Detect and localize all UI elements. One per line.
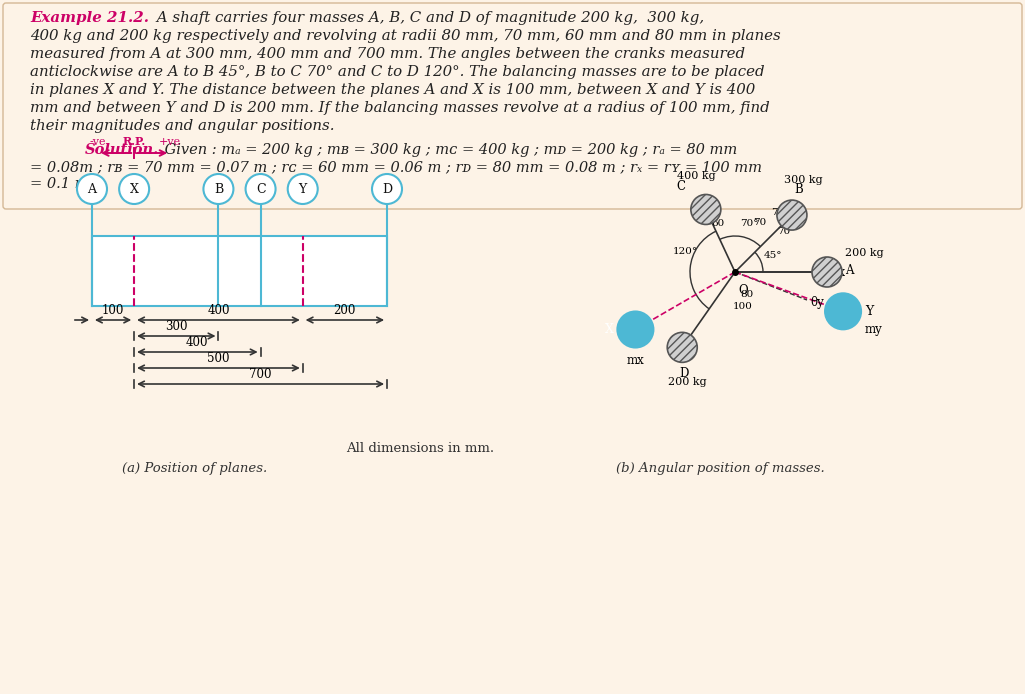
Circle shape bbox=[119, 174, 150, 204]
Text: 70: 70 bbox=[753, 218, 767, 227]
Text: +ve: +ve bbox=[159, 137, 181, 147]
Text: 400 kg: 400 kg bbox=[676, 171, 715, 181]
Text: D: D bbox=[680, 367, 689, 380]
Text: 70°: 70° bbox=[740, 219, 758, 228]
Text: 70: 70 bbox=[777, 227, 790, 236]
Text: in planes X and Y. The distance between the planes A and X is 100 mm, between X : in planes X and Y. The distance between … bbox=[30, 83, 755, 97]
Circle shape bbox=[777, 200, 807, 230]
Text: θy: θy bbox=[810, 296, 824, 309]
Text: Y: Y bbox=[865, 305, 873, 318]
Text: R.P.: R.P. bbox=[123, 136, 146, 147]
Text: 200: 200 bbox=[334, 304, 356, 317]
Text: All dimensions in mm.: All dimensions in mm. bbox=[346, 442, 494, 455]
Circle shape bbox=[691, 194, 721, 224]
Circle shape bbox=[77, 174, 107, 204]
Text: B: B bbox=[214, 183, 223, 196]
Text: 70: 70 bbox=[771, 208, 784, 217]
Text: 60: 60 bbox=[711, 219, 724, 228]
Text: mx: mx bbox=[626, 353, 645, 366]
Text: 100: 100 bbox=[733, 302, 753, 311]
Text: 400 kg and 200 kg respectively and revolving at radii 80 mm, 70 mm, 60 mm and 80: 400 kg and 200 kg respectively and revol… bbox=[30, 29, 781, 43]
Circle shape bbox=[825, 294, 861, 330]
Text: C: C bbox=[256, 183, 265, 196]
Text: my: my bbox=[865, 323, 883, 337]
Text: Y: Y bbox=[298, 183, 306, 196]
Circle shape bbox=[617, 312, 653, 348]
Text: 500: 500 bbox=[207, 352, 230, 365]
Text: -ve: -ve bbox=[90, 137, 107, 147]
Text: Solution.: Solution. bbox=[85, 143, 159, 157]
Text: A: A bbox=[87, 183, 96, 196]
Circle shape bbox=[203, 174, 234, 204]
Text: 200 kg: 200 kg bbox=[668, 378, 706, 387]
Text: mm and between Y and D is 200 mm. If the balancing masses revolve at a radius of: mm and between Y and D is 200 mm. If the… bbox=[30, 101, 770, 115]
Text: X: X bbox=[130, 183, 138, 196]
Text: B: B bbox=[794, 183, 803, 196]
Circle shape bbox=[246, 174, 276, 204]
Text: O: O bbox=[738, 284, 747, 297]
Text: 120°: 120° bbox=[672, 247, 698, 256]
Circle shape bbox=[288, 174, 318, 204]
Circle shape bbox=[812, 257, 842, 287]
Text: measured from A at 300 mm, 400 mm and 700 mm. The angles between the cranks meas: measured from A at 300 mm, 400 mm and 70… bbox=[30, 47, 745, 61]
Text: 45°: 45° bbox=[764, 251, 782, 260]
Text: X: X bbox=[605, 323, 613, 336]
Text: 0x: 0x bbox=[831, 266, 846, 278]
Text: D: D bbox=[382, 183, 392, 196]
Text: (b) Angular position of masses.: (b) Angular position of masses. bbox=[616, 462, 824, 475]
Text: 200 kg: 200 kg bbox=[845, 248, 884, 258]
Bar bbox=[92, 236, 387, 306]
Text: (a) Position of planes.: (a) Position of planes. bbox=[122, 462, 268, 475]
Text: 300: 300 bbox=[165, 320, 188, 333]
Text: 400: 400 bbox=[207, 304, 230, 317]
Text: 80: 80 bbox=[740, 290, 753, 299]
Text: Given : mₐ = 200 kg ; mʙ = 300 kg ; mᴄ = 400 kg ; mᴅ = 200 kg ; rₐ = 80 mm: Given : mₐ = 200 kg ; mʙ = 300 kg ; mᴄ =… bbox=[160, 143, 737, 157]
Text: 400: 400 bbox=[187, 336, 209, 349]
Text: their magnitudes and angular positions.: their magnitudes and angular positions. bbox=[30, 119, 334, 133]
Text: Example 21.2.: Example 21.2. bbox=[30, 11, 149, 25]
Text: 300 kg: 300 kg bbox=[784, 175, 822, 185]
Text: anticlockwise are A to B 45°, B to C 70° and C to D 120°. The balancing masses a: anticlockwise are A to B 45°, B to C 70°… bbox=[30, 65, 765, 79]
Text: 700: 700 bbox=[249, 368, 272, 381]
Text: A shaft carries four masses A, B, C and D of magnitude 200 kg,  300 kg,: A shaft carries four masses A, B, C and … bbox=[152, 11, 704, 25]
Text: C: C bbox=[676, 180, 686, 194]
Text: = 0.08m ; rʙ = 70 mm = 0.07 m ; rᴄ = 60 mm = 0.06 m ; rᴅ = 80 mm = 0.08 m ; rₓ =: = 0.08m ; rʙ = 70 mm = 0.07 m ; rᴄ = 60 … bbox=[30, 160, 762, 174]
Circle shape bbox=[667, 332, 697, 362]
Text: = 0.1 m: = 0.1 m bbox=[30, 177, 88, 191]
Text: 100: 100 bbox=[101, 304, 124, 317]
Circle shape bbox=[372, 174, 402, 204]
FancyBboxPatch shape bbox=[3, 3, 1022, 209]
Text: A: A bbox=[845, 264, 854, 276]
